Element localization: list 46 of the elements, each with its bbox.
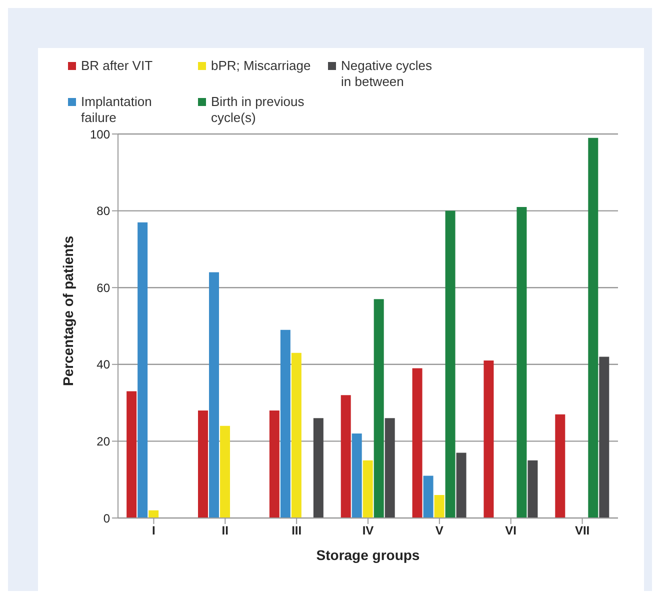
bar	[384, 418, 395, 518]
bar	[340, 395, 351, 518]
bar	[126, 391, 137, 518]
y-tick-label: 80	[96, 204, 110, 218]
bar	[528, 460, 538, 518]
bar	[209, 272, 219, 518]
y-tick-label: 40	[96, 358, 110, 372]
x-tick-label: II	[222, 524, 228, 538]
bar	[269, 410, 280, 518]
bar	[516, 206, 527, 518]
bar	[456, 452, 466, 518]
bar	[148, 510, 159, 518]
bar	[138, 222, 148, 518]
bar	[434, 494, 444, 518]
legend-label: BR after VIT	[81, 58, 153, 74]
y-tick-label: 60	[96, 280, 110, 295]
x-tick-label: V	[435, 524, 444, 538]
bar	[599, 356, 610, 518]
x-axis-title: Storage groups	[316, 547, 420, 563]
bar	[412, 368, 422, 518]
x-tick-label: VI	[505, 524, 517, 538]
bar	[423, 476, 434, 518]
bar	[313, 418, 324, 518]
bar	[198, 410, 208, 518]
bar	[445, 210, 456, 518]
bar	[220, 426, 230, 518]
x-tick-label: VII	[574, 524, 590, 538]
y-tick-label: 100	[90, 127, 110, 142]
bar	[588, 138, 598, 518]
bar	[291, 352, 302, 518]
bar	[374, 299, 384, 518]
legend-label: Negative cycles in between	[341, 58, 434, 90]
legend-label: Birth in previous cycle(s)	[211, 94, 306, 126]
bar	[555, 414, 566, 518]
x-tick-label: III	[292, 524, 302, 538]
y-tick-label: 20	[96, 434, 110, 448]
bar	[484, 360, 494, 518]
y-tick-label: 0	[103, 511, 110, 526]
legend-label: Implantation failure	[81, 94, 153, 126]
bar	[280, 330, 290, 518]
x-tick-label: IV	[362, 524, 374, 538]
y-axis-title: Percentage of patients	[60, 236, 76, 386]
x-tick-label: I	[152, 524, 156, 538]
bar	[352, 434, 362, 518]
legend-label: bPR; Miscarriage	[211, 58, 311, 74]
bar	[362, 460, 373, 518]
